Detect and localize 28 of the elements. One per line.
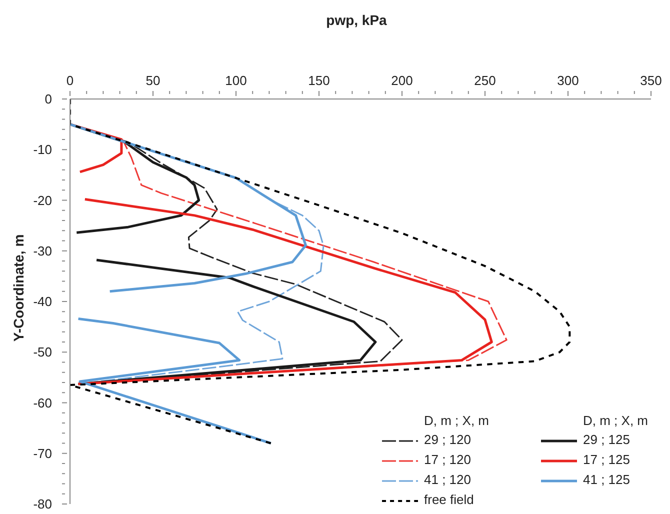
x-tick-label: 100 xyxy=(225,73,247,88)
legend-label: 41 ; 120 xyxy=(423,472,472,489)
x-tick-label: 150 xyxy=(308,73,330,88)
x-axis-title: pwp, kPa xyxy=(325,12,388,28)
text: D, m ; X, m xyxy=(583,413,648,428)
x-tick-label: 50 xyxy=(146,73,160,88)
x-tick-label: 350 xyxy=(640,73,662,88)
y-tick-label: 0 xyxy=(44,92,52,106)
x-tick-label: 200 xyxy=(391,73,413,88)
x-tick-label: 300 xyxy=(557,73,579,88)
y-tick-label: -80 xyxy=(33,496,52,512)
y-tick-label: -70 xyxy=(33,446,52,461)
y-tick-label: -40 xyxy=(33,294,52,309)
y-tick-label: -20 xyxy=(33,192,52,208)
y-tick-label: -30 xyxy=(33,243,52,258)
y-tick-label: -50 xyxy=(33,344,52,360)
y-tick-label: -60 xyxy=(33,395,52,410)
legend-title: D, m ; X, m xyxy=(424,413,489,428)
legend-label: 29 ; 125 xyxy=(582,432,631,449)
legend-label: free field xyxy=(423,492,475,509)
x-tick-label: 0 xyxy=(66,73,74,88)
legend-label: 29 ; 120 xyxy=(423,432,472,449)
legend-label: 41 ; 125 xyxy=(582,472,631,489)
legend-label: 17 ; 120 xyxy=(423,452,472,469)
y-axis-title: Y-Coordinate, m xyxy=(11,234,28,342)
legend-label: 17 ; 125 xyxy=(582,452,631,469)
y-tick-label: -10 xyxy=(33,142,52,158)
x-tick-label: 250 xyxy=(474,73,496,88)
